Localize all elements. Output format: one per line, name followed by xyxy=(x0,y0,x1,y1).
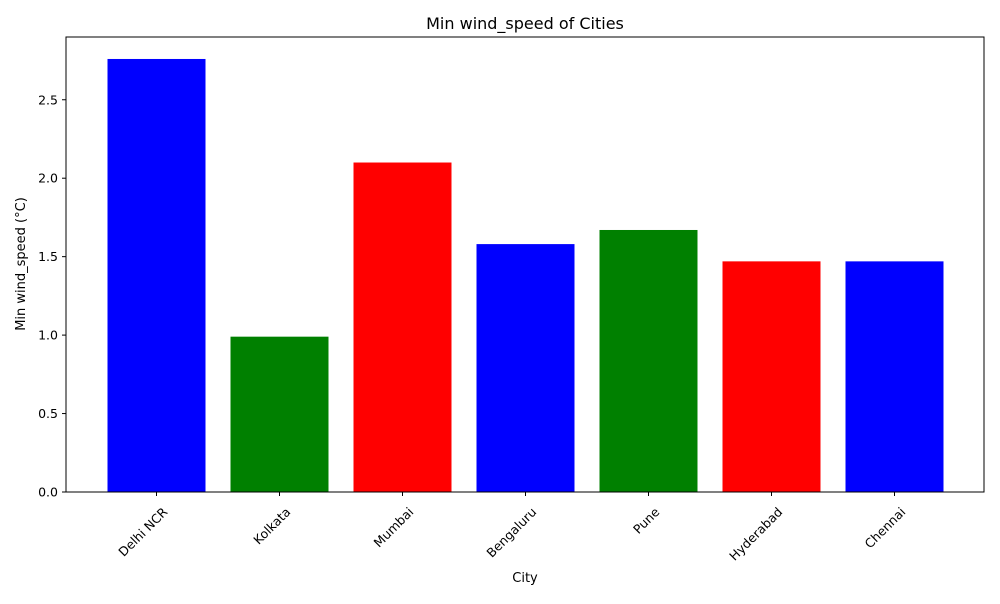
x-tick-label: Pune xyxy=(630,504,663,537)
bar-bengaluru xyxy=(476,244,575,492)
x-tick-label: Bengaluru xyxy=(483,504,539,560)
x-tick-label: Kolkata xyxy=(250,504,293,547)
y-axis: 0.0 0.5 1.0 1.5 2.0 2.5 xyxy=(38,92,66,500)
x-tick-label: Delhi NCR xyxy=(115,504,170,559)
y-axis-label: Min wind_speed (°C) xyxy=(14,197,29,331)
y-tick-label: 0.5 xyxy=(38,406,58,421)
x-axis: Delhi NCR Kolkata Mumbai Bengaluru Pune Hyder… xyxy=(115,492,908,564)
bar-pune xyxy=(599,229,698,493)
y-tick-label: 1.0 xyxy=(38,328,58,343)
chart-title: Min wind_speed of Cities xyxy=(426,14,624,34)
y-tick-label: 0.0 xyxy=(38,485,58,500)
x-tick-label: Mumbai xyxy=(370,504,416,550)
x-tick-label: Hyderabad xyxy=(726,504,785,563)
bar-hyderabad xyxy=(722,261,821,492)
x-tick-label: Chennai xyxy=(862,504,909,551)
y-tick-label: 1.5 xyxy=(38,249,58,264)
y-tick-label: 2.5 xyxy=(38,92,58,107)
bar-chennai xyxy=(845,261,944,492)
plot-frame xyxy=(65,36,985,493)
y-tick-label: 2.0 xyxy=(38,171,58,186)
bar-delhi-ncr xyxy=(107,58,206,492)
bars-layer xyxy=(107,58,944,493)
bar-mumbai xyxy=(353,162,452,492)
bar-kolkata xyxy=(230,336,329,492)
x-axis-label: City xyxy=(512,571,538,586)
